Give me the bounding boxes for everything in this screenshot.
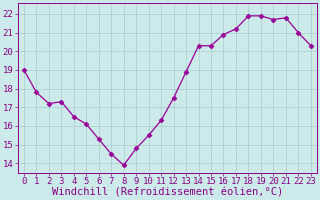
X-axis label: Windchill (Refroidissement éolien,°C): Windchill (Refroidissement éolien,°C) bbox=[52, 187, 283, 197]
